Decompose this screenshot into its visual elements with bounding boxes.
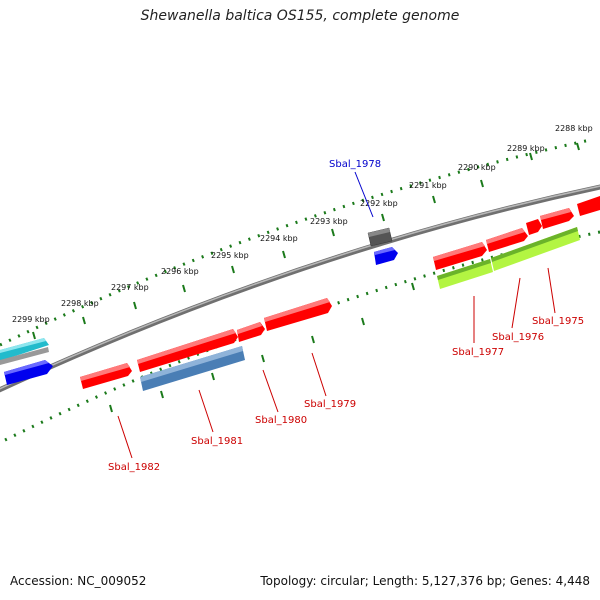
callout-line-1982 [117,415,133,459]
gene-sbal-1981-box[interactable] [140,346,245,391]
gene-cyan-left[interactable] [0,338,49,365]
callout-line-1975 [547,267,556,314]
gene-label-sbal-1975: Sbal_1975 [532,316,584,327]
kbp-label-2291: 2291 kbp [409,181,447,190]
outer-tick-ruler [0,138,591,347]
gene-label-sbal-1978: Sbal_1978 [329,159,381,170]
gene-lime-b[interactable] [491,227,580,271]
genome-backbone [0,184,600,393]
gene-blue-left[interactable] [4,360,53,385]
kbp-label-2298: 2298 kbp [61,299,99,308]
accession-text: Accession: NC_009052 [10,574,147,588]
gene-label-sbal-1976: Sbal_1976 [492,332,544,343]
kbp-label-2296: 2296 kbp [161,267,199,276]
gene-red-right-a[interactable] [433,242,487,270]
gene-label-sbal-1982: Sbal_1982 [108,462,160,473]
gene-red-right-b[interactable] [486,228,528,252]
gene-label-sbal-1980: Sbal_1980 [255,415,307,426]
kbp-label-2289: 2289 kbp [507,144,545,153]
gene-red-mid-long[interactable] [137,329,238,372]
callout-line-1979 [311,352,327,397]
kbp-label-2293: 2293 kbp [310,217,348,226]
gene-blue-small[interactable] [374,247,398,265]
gene-sbal-1982-box[interactable] [80,363,132,389]
gene-lime-a[interactable] [437,259,493,289]
map-title: Shewanella baltica OS155, complete genom… [140,8,460,24]
gene-sbal-1979-box[interactable] [264,298,332,331]
outer-major-ticks [32,142,580,340]
gene-label-sbal-1979: Sbal_1979 [304,399,356,410]
kbp-label-2297: 2297 kbp [111,283,149,292]
kbp-label-2294: 2294 kbp [260,234,298,243]
gene-sbal-1980-box[interactable] [237,322,265,342]
kbp-label-2292: 2292 kbp [360,199,398,208]
callout-line-1981 [198,389,214,433]
gene-label-sbal-1981: Sbal_1981 [191,436,243,447]
kbp-label-2295: 2295 kbp [211,251,249,260]
gene-label-sbal-1977: Sbal_1977 [452,347,504,358]
genome-summary-text: Topology: circular; Length: 5,127,376 bp… [260,574,590,588]
genome-backbone-highlight [0,185,600,390]
gene-red-right-d[interactable] [540,208,574,229]
callout-line-1976 [511,277,521,329]
kbp-label-2290: 2290 kbp [458,163,496,172]
callout-line-1978 [354,171,374,218]
kbp-label-2299: 2299 kbp [12,315,50,324]
gene-sbal-1978[interactable] [367,227,393,247]
gene-red-right-e[interactable] [577,196,600,216]
callout-line-1980 [262,369,279,413]
kbp-label-2288: 2288 kbp [555,124,593,133]
gene-red-right-c[interactable] [526,219,542,235]
